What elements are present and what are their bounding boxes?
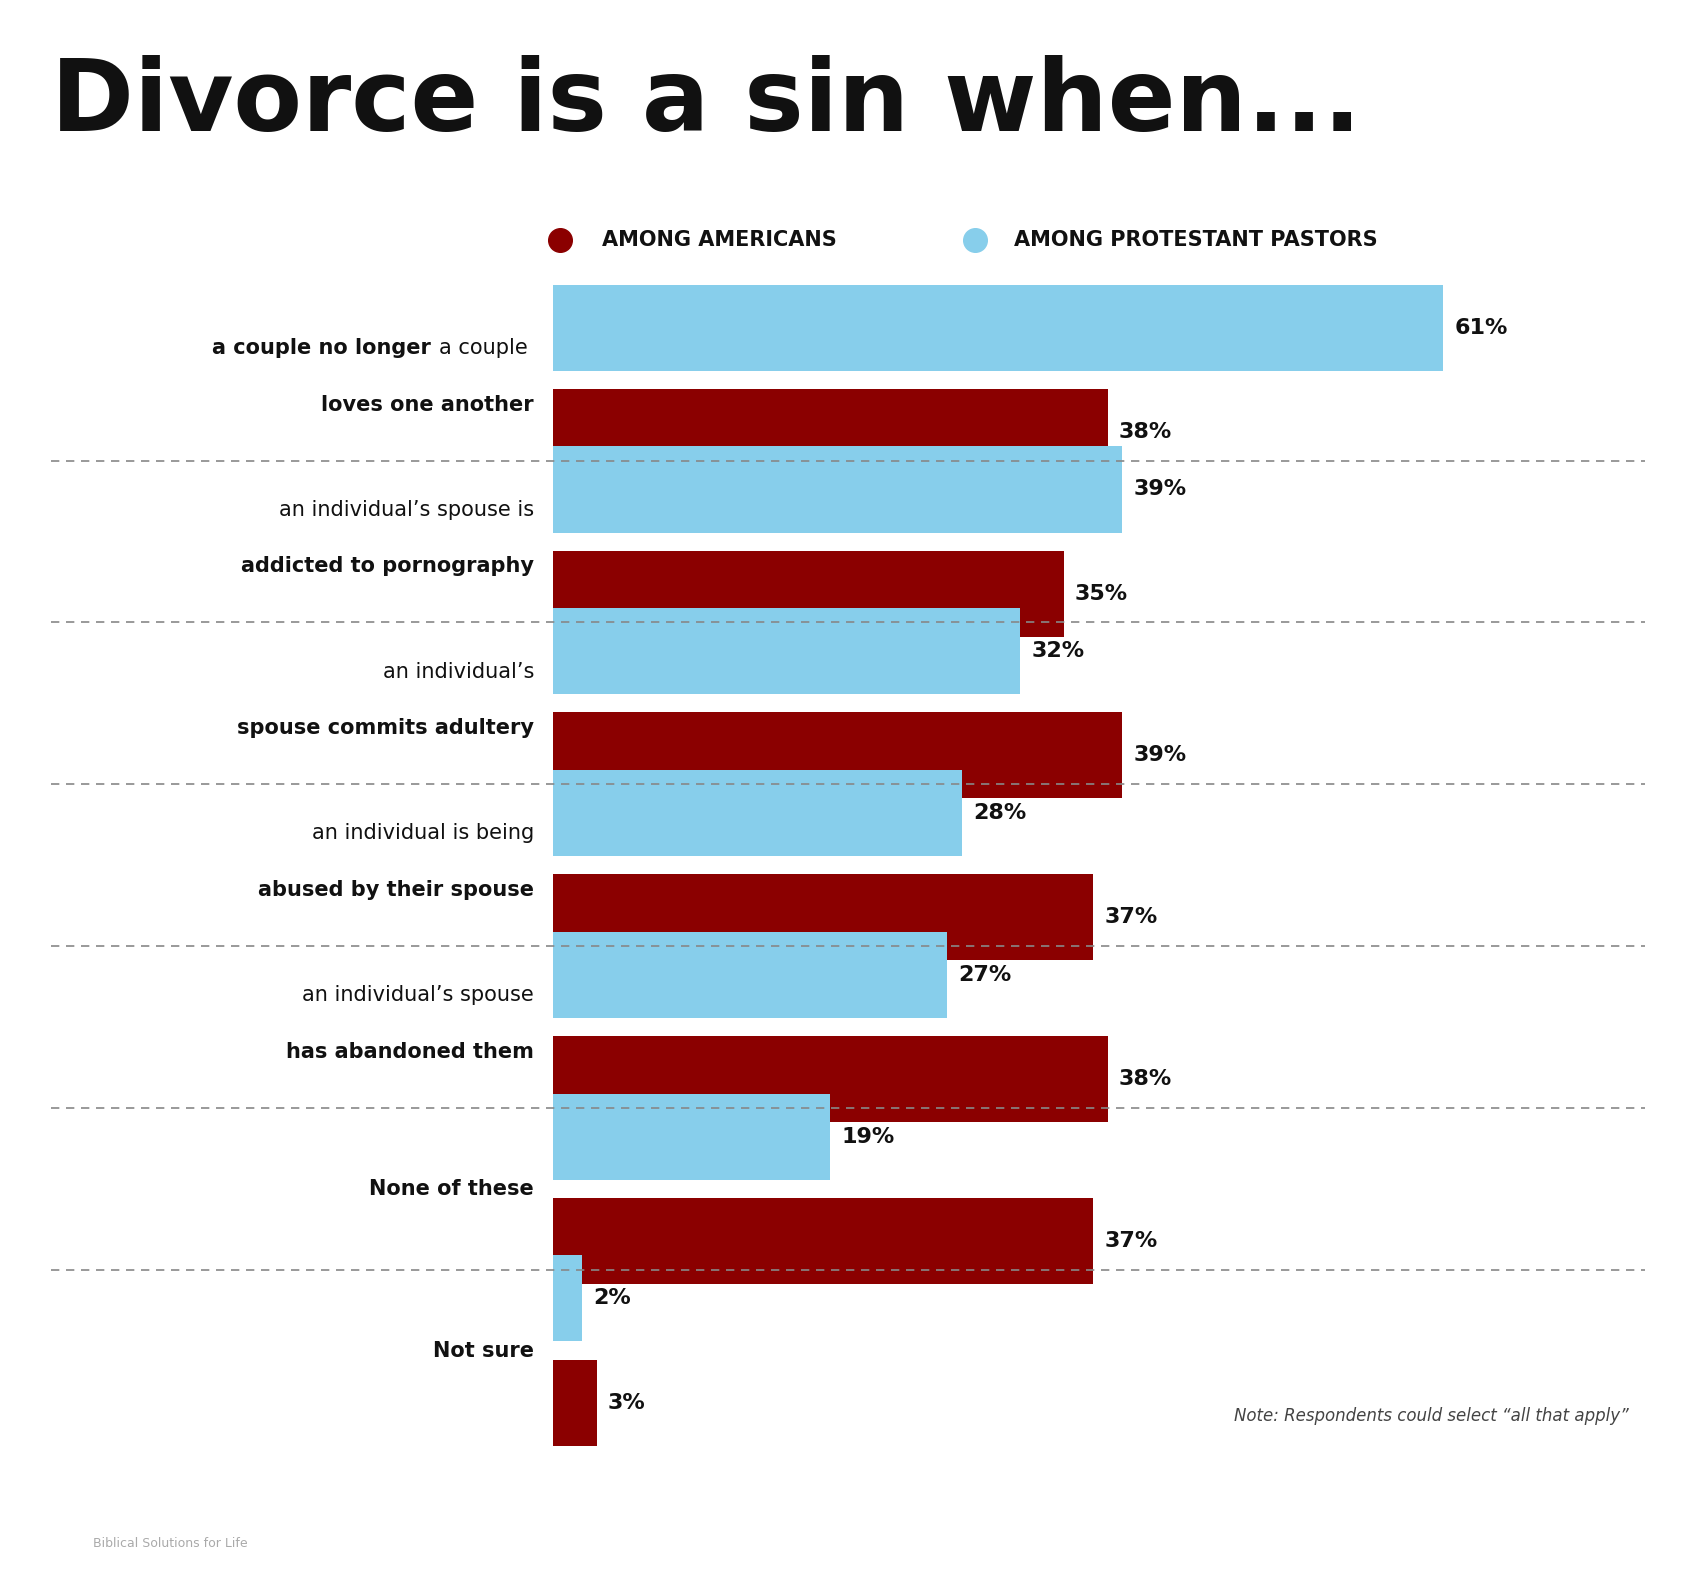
Text: a couple no longer: a couple no longer [212, 338, 431, 359]
Text: 37%: 37% [1104, 908, 1157, 926]
Text: loves one another: loves one another [321, 395, 534, 415]
Text: AMONG PROTESTANT PASTORS: AMONG PROTESTANT PASTORS [1014, 230, 1377, 250]
Text: 19%: 19% [841, 1126, 895, 1147]
Bar [553, 713, 1123, 799]
Bar [553, 285, 1443, 371]
Text: an individual’s: an individual’s [383, 662, 534, 681]
Bar [553, 389, 1107, 475]
Text: an individual’s spouse is: an individual’s spouse is [278, 500, 534, 519]
Bar [553, 1359, 597, 1446]
Bar [553, 1255, 582, 1342]
Bar [553, 1037, 1107, 1122]
Text: 37%: 37% [1104, 1230, 1157, 1251]
Text: LifeWayResearch.com: LifeWayResearch.com [1409, 1493, 1654, 1513]
Text: 61%: 61% [1455, 318, 1508, 338]
Bar [553, 875, 1092, 960]
Text: ✠LifeWay: ✠LifeWay [42, 1477, 204, 1505]
Text: has abandoned them: has abandoned them [287, 1041, 534, 1062]
Bar [553, 551, 1063, 637]
Bar [553, 771, 962, 856]
Text: 38%: 38% [1119, 1070, 1172, 1089]
Text: 35%: 35% [1075, 584, 1128, 604]
Bar [553, 609, 1019, 694]
Text: addicted to pornography: addicted to pornography [241, 557, 534, 576]
Text: an individual is being: an individual is being [312, 823, 534, 843]
Text: 39%: 39% [1133, 480, 1187, 500]
Text: 38%: 38% [1119, 422, 1172, 442]
Bar [553, 1093, 831, 1180]
Text: 39%: 39% [1133, 746, 1187, 766]
Text: None of these: None of these [370, 1178, 534, 1199]
Text: a couple: a couple [439, 338, 534, 359]
Text: Not sure: Not sure [432, 1340, 534, 1361]
Bar [553, 447, 1123, 533]
Text: AMONG AMERICANS: AMONG AMERICANS [602, 230, 836, 250]
Text: 28%: 28% [974, 804, 1026, 823]
Text: 2%: 2% [594, 1288, 631, 1309]
Text: 32%: 32% [1031, 642, 1084, 661]
Text: Divorce is a sin when...: Divorce is a sin when... [51, 55, 1362, 153]
Text: Note: Respondents could select “all that apply”: Note: Respondents could select “all that… [1235, 1408, 1630, 1425]
Bar [553, 931, 946, 1018]
Text: spouse commits adultery: spouse commits adultery [237, 719, 534, 738]
Text: Biblical Solutions for Life: Biblical Solutions for Life [93, 1537, 248, 1549]
Text: an individual’s spouse: an individual’s spouse [302, 985, 534, 1005]
Text: abused by their spouse: abused by their spouse [258, 879, 534, 900]
Text: 3%: 3% [607, 1392, 646, 1413]
Bar [553, 1197, 1092, 1284]
Text: 27%: 27% [958, 964, 1011, 985]
